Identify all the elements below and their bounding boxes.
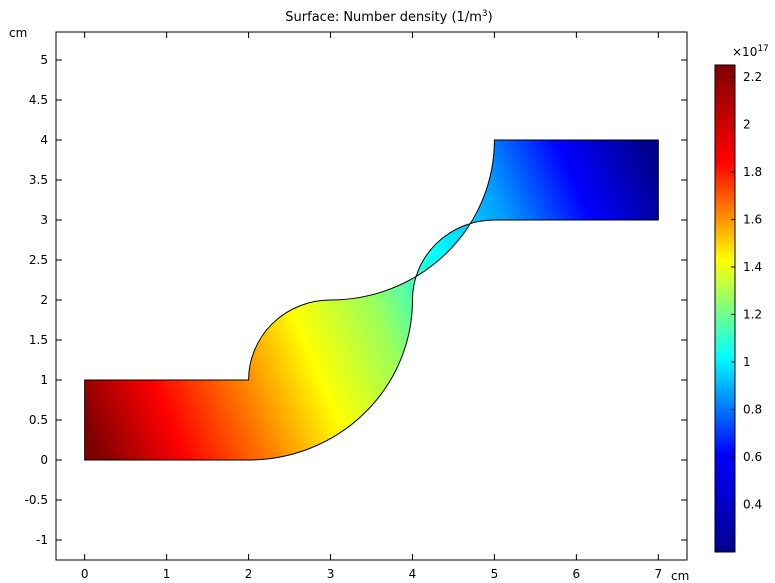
- colorbar: 0.4 0.6 0.8 1 1.2 1.4 1.6 1.8 2 2.2: [714, 64, 762, 553]
- x-tick-label: 3: [327, 567, 335, 581]
- chart-title: Surface: Number density (1/m3): [285, 9, 492, 25]
- y-tick-label: 3: [40, 213, 48, 227]
- y-tick-label: 0: [40, 453, 48, 467]
- colorbar-tick-label: 0.4: [743, 497, 762, 511]
- x-axis-ticks: 0 1 2 3 4 5 6 7: [81, 32, 662, 581]
- colorbar-multiplier: ×1017: [732, 44, 769, 59]
- colorbar-tick-label: 1.8: [743, 165, 762, 179]
- y-tick-label: -0.5: [25, 493, 48, 507]
- y-tick-label: 1.5: [29, 333, 48, 347]
- y-tick-label: 0.5: [29, 413, 48, 427]
- plot-frame: [55, 31, 688, 561]
- y-axis-label: cm: [9, 26, 27, 40]
- y-tick-label: 2.5: [29, 253, 48, 267]
- y-tick-label: 5: [40, 53, 48, 67]
- colorbar-gradient: [714, 64, 736, 553]
- y-tick-label: 4: [40, 133, 48, 147]
- colorbar-tick-label: 0.8: [743, 402, 762, 416]
- x-tick-label: 1: [163, 567, 171, 581]
- colorbar-tick-label: 1.6: [743, 212, 762, 226]
- y-tick-label: 1: [40, 373, 48, 387]
- plot-axes: [55, 31, 688, 561]
- x-tick-label: 2: [245, 567, 253, 581]
- colorbar-tick-label: 0.6: [743, 450, 762, 464]
- colorbar-tick-label: 2.2: [743, 70, 762, 84]
- density-surface: [84, 139, 659, 461]
- y-axis-ticks: -1 -0.5 0 0.5 1 1.5 2 2.5 3 3.5 4 4.5 5: [25, 53, 687, 547]
- colorbar-tick-label: 2: [743, 117, 751, 131]
- x-tick-label: 7: [654, 567, 662, 581]
- channel-domain: [84, 139, 659, 461]
- x-axis-label: cm: [671, 569, 689, 583]
- x-tick-label: 5: [491, 567, 499, 581]
- colorbar-tick-label: 1.4: [743, 260, 762, 274]
- y-tick-label: -1: [36, 533, 48, 547]
- colorbar-tick-label: 1: [743, 355, 751, 369]
- colorbar-tick-label: 1.2: [743, 307, 762, 321]
- x-tick-label: 0: [81, 567, 89, 581]
- x-tick-label: 4: [409, 567, 417, 581]
- y-tick-label: 2: [40, 293, 48, 307]
- y-tick-label: 3.5: [29, 173, 48, 187]
- x-tick-label: 6: [573, 567, 581, 581]
- y-tick-label: 4.5: [29, 93, 48, 107]
